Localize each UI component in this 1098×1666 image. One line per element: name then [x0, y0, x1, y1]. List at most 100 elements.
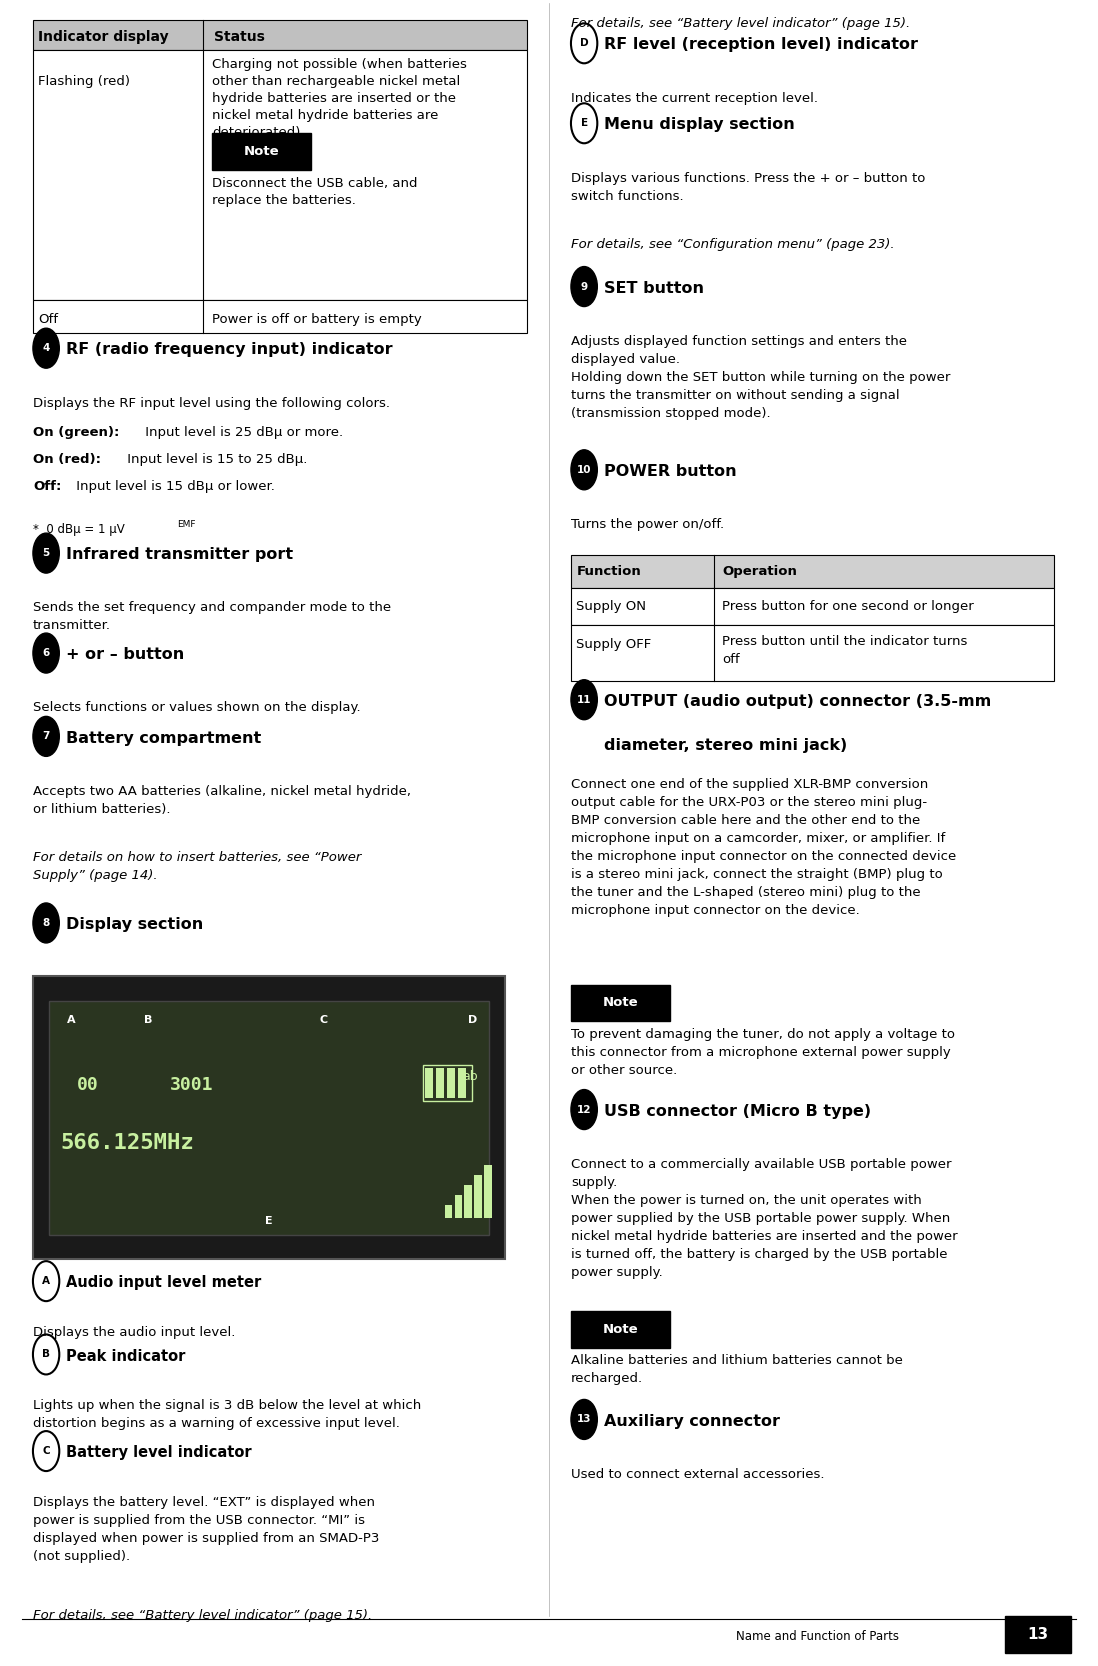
Text: A: A: [42, 1276, 51, 1286]
Text: *  0 dBμ = 1 μV: * 0 dBμ = 1 μV: [33, 523, 125, 536]
Text: Used to connect external accessories.: Used to connect external accessories.: [571, 1468, 825, 1481]
Text: B: B: [144, 1015, 153, 1025]
Text: Input level is 15 to 25 dBμ.: Input level is 15 to 25 dBμ.: [123, 453, 307, 466]
Text: E: E: [266, 1216, 272, 1226]
Circle shape: [571, 1090, 597, 1130]
Text: Displays various functions. Press the + or – button to
switch functions.: Displays various functions. Press the + …: [571, 172, 926, 203]
Bar: [445, 1205, 452, 1218]
Bar: [474, 1175, 482, 1218]
Text: Supply OFF: Supply OFF: [576, 638, 652, 651]
Text: 3001: 3001: [170, 1076, 214, 1093]
Text: 5: 5: [43, 548, 49, 558]
Text: Charging not possible (when batteries
other than rechargeable nickel metal
hydri: Charging not possible (when batteries ot…: [212, 58, 467, 140]
Bar: [33, 50, 527, 300]
Text: Note: Note: [603, 996, 638, 1010]
Text: C: C: [320, 1015, 328, 1025]
Text: Selects functions or values shown on the display.: Selects functions or values shown on the…: [33, 701, 360, 715]
Circle shape: [33, 633, 59, 673]
Text: RF level (reception level) indicator: RF level (reception level) indicator: [604, 37, 918, 53]
Text: Press button until the indicator turns
off: Press button until the indicator turns o…: [722, 635, 967, 666]
Text: Indicates the current reception level.: Indicates the current reception level.: [571, 92, 818, 105]
Text: 6: 6: [43, 648, 49, 658]
Bar: [49, 1001, 489, 1235]
FancyBboxPatch shape: [571, 1311, 670, 1348]
FancyBboxPatch shape: [571, 985, 670, 1021]
Text: + or – button: + or – button: [66, 646, 184, 663]
Text: 00: 00: [77, 1076, 99, 1093]
Text: Auxiliary connector: Auxiliary connector: [604, 1413, 780, 1429]
Text: Accepts two AA batteries (alkaline, nickel metal hydride,
or lithium batteries).: Accepts two AA batteries (alkaline, nick…: [33, 785, 411, 816]
Text: Displays the audio input level.: Displays the audio input level.: [33, 1326, 235, 1339]
Circle shape: [571, 450, 597, 490]
Text: On (red):: On (red):: [33, 453, 101, 466]
Text: Battery level indicator: Battery level indicator: [66, 1444, 251, 1461]
Bar: [571, 625, 1054, 681]
Text: Press button for one second or longer: Press button for one second or longer: [722, 600, 974, 613]
Text: Turns the power on/off.: Turns the power on/off.: [571, 518, 724, 531]
Text: Note: Note: [244, 145, 279, 158]
Text: On (green):: On (green):: [33, 426, 120, 440]
Text: 8: 8: [43, 918, 49, 928]
Bar: [33, 20, 527, 50]
Text: 12: 12: [576, 1105, 592, 1115]
Text: To prevent damaging the tuner, do not apply a voltage to
this connector from a m: To prevent damaging the tuner, do not ap…: [571, 1028, 955, 1076]
Text: 566.125MHz: 566.125MHz: [60, 1133, 194, 1153]
Bar: [425, 1068, 433, 1098]
Text: Off: Off: [38, 313, 58, 327]
Text: Flashing (red): Flashing (red): [38, 75, 131, 88]
Text: Connect to a commercially available USB portable power
supply.
When the power is: Connect to a commercially available USB …: [571, 1158, 957, 1279]
Text: Input level is 15 dBμ or lower.: Input level is 15 dBμ or lower.: [72, 480, 276, 493]
Text: Status: Status: [214, 30, 265, 43]
Text: Name and Function of Parts: Name and Function of Parts: [736, 1629, 898, 1643]
Text: Operation: Operation: [722, 565, 797, 578]
Bar: [436, 1068, 444, 1098]
Text: B: B: [42, 1349, 51, 1359]
Bar: [1005, 1616, 1071, 1653]
Bar: [33, 300, 527, 333]
Circle shape: [571, 1399, 597, 1439]
Text: For details, see “Battery level indicator” (page 15).: For details, see “Battery level indicato…: [571, 17, 910, 30]
Text: For details, see “Battery level indicator” (page 15).: For details, see “Battery level indicato…: [33, 1609, 372, 1623]
Text: Function: Function: [576, 565, 641, 578]
Text: 4: 4: [43, 343, 49, 353]
Text: Peak indicator: Peak indicator: [66, 1348, 186, 1364]
Text: E: E: [581, 118, 587, 128]
Bar: [464, 1185, 472, 1218]
Text: POWER button: POWER button: [604, 463, 737, 480]
Text: 9: 9: [581, 282, 587, 292]
Circle shape: [571, 680, 597, 720]
Text: Display section: Display section: [66, 916, 203, 933]
Text: ab: ab: [462, 1070, 478, 1083]
Text: Supply ON: Supply ON: [576, 600, 647, 613]
Text: Note: Note: [603, 1323, 638, 1336]
Text: Battery compartment: Battery compartment: [66, 730, 261, 746]
Text: D: D: [468, 1015, 477, 1025]
Text: Disconnect the USB cable, and
replace the batteries.: Disconnect the USB cable, and replace th…: [212, 177, 417, 207]
Bar: [458, 1068, 466, 1098]
Text: Sends the set frequency and compander mode to the
transmitter.: Sends the set frequency and compander mo…: [33, 601, 391, 633]
Bar: [455, 1195, 462, 1218]
Text: Audio input level meter: Audio input level meter: [66, 1274, 261, 1291]
Circle shape: [33, 903, 59, 943]
Text: Alkaline batteries and lithium batteries cannot be
recharged.: Alkaline batteries and lithium batteries…: [571, 1354, 903, 1386]
Text: diameter, stereo mini jack): diameter, stereo mini jack): [604, 738, 848, 753]
Text: Input level is 25 dBμ or more.: Input level is 25 dBμ or more.: [141, 426, 343, 440]
Text: EMF: EMF: [177, 520, 195, 528]
Text: C: C: [43, 1446, 49, 1456]
Text: Adjusts displayed function settings and enters the
displayed value.
Holding down: Adjusts displayed function settings and …: [571, 335, 951, 420]
Text: Displays the RF input level using the following colors.: Displays the RF input level using the fo…: [33, 397, 390, 410]
Text: 13: 13: [1027, 1626, 1049, 1643]
Text: 10: 10: [576, 465, 592, 475]
Text: SET button: SET button: [604, 280, 704, 297]
Text: A: A: [67, 1015, 76, 1025]
Text: Lights up when the signal is 3 dB below the level at which
distortion begins as : Lights up when the signal is 3 dB below …: [33, 1399, 422, 1431]
Circle shape: [571, 267, 597, 307]
Circle shape: [33, 716, 59, 756]
Text: 13: 13: [576, 1414, 592, 1424]
Bar: [571, 588, 1054, 625]
Text: Power is off or battery is empty: Power is off or battery is empty: [212, 313, 422, 327]
Text: Menu display section: Menu display section: [604, 117, 795, 133]
Circle shape: [33, 533, 59, 573]
Bar: [571, 555, 1054, 588]
FancyBboxPatch shape: [212, 133, 311, 170]
